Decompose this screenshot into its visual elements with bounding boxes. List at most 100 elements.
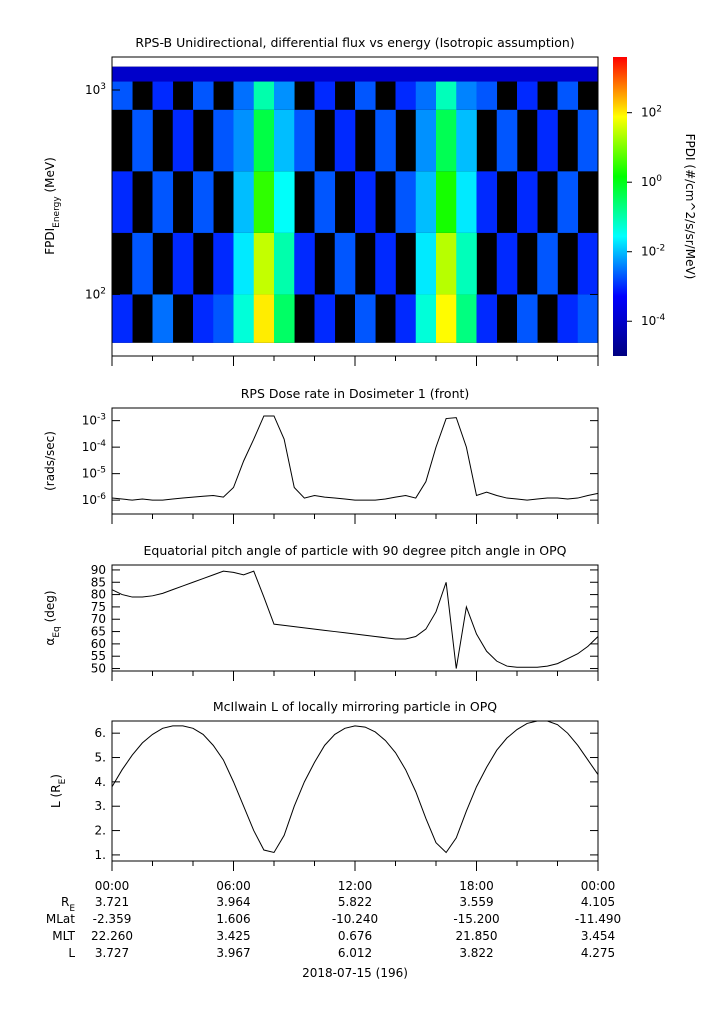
panel-title: RPS-B Unidirectional, differential flux …: [135, 35, 574, 50]
y-tick-label: 2.: [95, 824, 106, 838]
heatmap-cell: [476, 294, 498, 343]
heatmap-cell: [172, 66, 194, 82]
heatmap-cell: [436, 81, 457, 110]
y-tick-label: 75: [91, 600, 106, 614]
heatmap-cell: [334, 232, 356, 295]
heatmap-cell: [253, 232, 275, 295]
heatmap-cell: [476, 81, 498, 110]
heatmap-cell: [213, 109, 234, 172]
y-axis-label-part: (deg): [43, 590, 57, 626]
x-tick-label: 00:00: [581, 879, 616, 893]
heatmap-cell: [152, 81, 174, 110]
heatmap-cell: [132, 109, 153, 172]
y-tick-label-exp: -4: [97, 439, 106, 449]
ephemeris-value: 3.727: [95, 946, 129, 960]
y-tick-label-base: 3.: [95, 799, 106, 813]
y-axis-label-part: (rads/sec): [43, 431, 57, 491]
y-tick-label: 103: [85, 82, 106, 97]
heatmap-cell: [537, 109, 558, 172]
heatmap-cell: [233, 294, 255, 343]
ephemeris-label-part: L: [68, 946, 75, 960]
heatmap-cell: [557, 81, 579, 110]
heatmap-cell: [294, 109, 315, 172]
y-tick-label-base: 10: [82, 493, 97, 507]
heatmap-cell: [415, 66, 437, 82]
colorbar-label: FPDI (#/cm^2/s/sr/MeV): [683, 134, 697, 280]
data-line: [111, 570, 599, 669]
y-tick-label-base: 10: [82, 414, 97, 428]
x-tick-label-base: 00:00: [581, 879, 616, 893]
y-tick-label: 4.: [95, 775, 106, 789]
heatmap-cell: [456, 81, 477, 110]
heatmap-cell: [415, 294, 437, 343]
heatmap-cell: [355, 66, 376, 82]
y-tick-label: 3.: [95, 799, 106, 813]
colorbar-tick-label-exp: -2: [656, 244, 665, 254]
heatmap-cell: [152, 294, 174, 343]
heatmap-cell: [537, 232, 558, 295]
heatmap-cell: [172, 109, 194, 172]
heatmap-cell: [314, 294, 336, 343]
y-tick-label-base: 6.: [95, 726, 106, 740]
heatmap-cell: [274, 294, 295, 343]
y-tick-label: 5.: [95, 751, 106, 765]
heatmap-cell: [172, 232, 194, 295]
heatmap-cell: [193, 171, 214, 233]
heatmap-cell: [456, 294, 477, 343]
heatmap-cell: [456, 66, 477, 82]
y-tick-label: 60: [91, 637, 106, 651]
ephemeris-value: 21.850: [456, 929, 498, 943]
y-tick-label-exp: -5: [97, 466, 106, 476]
ephemeris-label: MLat: [46, 912, 75, 926]
heatmap-cell: [274, 232, 295, 295]
heatmap-cell: [496, 109, 518, 172]
heatmap-cell: [577, 294, 599, 343]
panel-title: Equatorial pitch angle of particle with …: [143, 543, 566, 558]
heatmap-cell: [233, 81, 255, 110]
heatmap-cell: [517, 66, 538, 82]
ephemeris-value: -10.240: [332, 912, 378, 926]
heatmap-cell: [375, 232, 396, 295]
y-tick-label: 10-3: [82, 413, 106, 428]
heatmap-cell: [557, 171, 579, 233]
y-tick-label: 50: [91, 662, 106, 676]
heatmap-cell: [415, 81, 437, 110]
heatmap-cell: [557, 66, 579, 82]
heatmap-cell: [274, 171, 295, 233]
heatmap-cell: [253, 66, 275, 82]
y-tick-label: 10-6: [82, 492, 107, 507]
y-tick-label: 70: [91, 612, 106, 626]
heatmap-cell: [112, 171, 133, 233]
ephemeris-label: MLT: [52, 929, 75, 943]
panel-title: RPS Dose rate in Dosimeter 1 (front): [241, 386, 470, 401]
x-tick-label-base: 06:00: [216, 879, 251, 893]
y-axis-label-part: E: [58, 778, 68, 784]
heatmap-cell: [314, 66, 336, 82]
colorbar-tick-label: 10-4: [641, 313, 666, 328]
y-tick-label-exp: -3: [97, 413, 106, 423]
data-line: [111, 720, 599, 854]
heatmap-cell: [233, 232, 255, 295]
heatmap-cell: [152, 171, 174, 233]
heatmap-cell: [476, 66, 498, 82]
ephemeris-value: 3.425: [216, 929, 250, 943]
y-tick-label-exp: 3: [100, 82, 106, 92]
ephemeris-value: 1.606: [216, 912, 250, 926]
heatmap-cell: [213, 232, 234, 295]
y-axis-label-part: Energy: [52, 196, 62, 228]
heatmap-cell: [436, 232, 457, 295]
heatmap-cell: [274, 66, 295, 82]
y-axis-label-part: L (R: [49, 784, 63, 808]
y-tick-label-base: 1.: [95, 848, 106, 862]
ephemeris-value: 6.012: [338, 946, 372, 960]
heatmap-cell: [274, 81, 295, 110]
heatmap-cell: [476, 171, 498, 233]
ephemeris-label-part: MLat: [46, 912, 75, 926]
y-tick-label: 65: [91, 625, 106, 639]
y-tick-label-exp: -6: [97, 492, 106, 502]
ephemeris-value: 3.964: [216, 895, 250, 909]
heatmap-cell: [233, 171, 255, 233]
x-tick-label: 00:00: [95, 879, 130, 893]
heatmap-cell: [395, 81, 417, 110]
ephemeris-value: -2.359: [93, 912, 132, 926]
